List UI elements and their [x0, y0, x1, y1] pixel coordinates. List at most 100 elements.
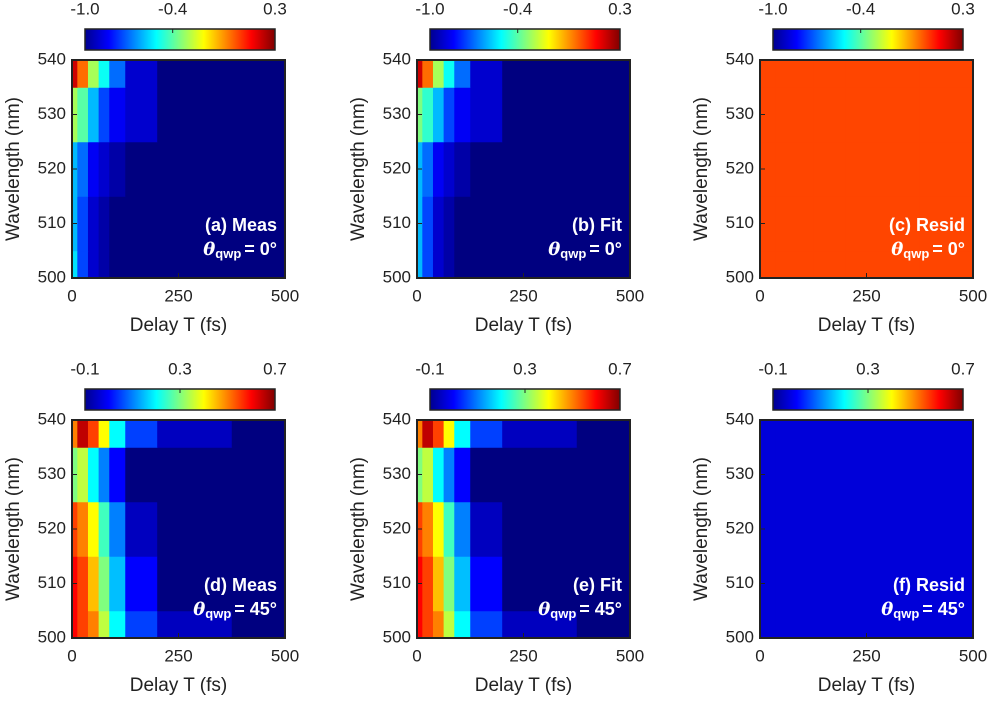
heat-cell: [231, 420, 286, 448]
colorbar: [772, 28, 964, 51]
heat-cell: [109, 60, 126, 88]
heat-cell: [432, 250, 445, 279]
heat-cell: [813, 250, 846, 279]
heat-cell: [786, 87, 798, 143]
theta-annotation: θqwp = 45°: [881, 599, 965, 622]
heat-cell: [109, 87, 126, 143]
colorbar-tick-label: 0.3: [856, 359, 880, 378]
heat-cell: [125, 141, 158, 197]
y-tick-label: 540: [726, 409, 754, 428]
theta-subscript: qwp: [215, 246, 241, 261]
y-tick-label: 510: [726, 213, 754, 232]
y-tick-label: 500: [383, 267, 411, 286]
heat-cell: [813, 87, 846, 143]
x-axis-label: Delay T (fs): [130, 315, 228, 336]
y-tick-label: 500: [726, 627, 754, 646]
heat-cell: [231, 447, 286, 503]
y-tick-label: 510: [383, 213, 411, 232]
heat-cell: [443, 501, 455, 557]
x-tick-label: 500: [959, 286, 987, 305]
theta-text: = 45°: [234, 599, 277, 619]
heat-cell: [797, 250, 814, 279]
y-axis-label: Wavelength (nm): [348, 97, 369, 241]
heat-cell: [502, 196, 578, 252]
x-tick-label: 250: [164, 286, 192, 305]
theta-subscript: qwp: [550, 606, 576, 621]
panel-annotation: (f) Resid: [893, 575, 965, 595]
heat-cell: [157, 141, 233, 197]
heat-cell: [422, 141, 434, 197]
heat-cell: [417, 60, 423, 88]
theta-text: = 0°: [932, 239, 965, 259]
x-tick-label: 500: [271, 646, 299, 665]
x-tick-label: 250: [164, 646, 192, 665]
heat-cell: [919, 501, 974, 557]
heat-cell: [109, 250, 126, 279]
heat-cell: [845, 250, 921, 279]
heat-cell: [87, 196, 100, 252]
heat-cell: [125, 501, 158, 557]
heat-cell: [417, 250, 423, 279]
heat-cell: [813, 420, 846, 448]
colorbar-tick-label: -0.1: [415, 359, 444, 378]
theta-subscript: qwp: [205, 606, 231, 621]
y-tick-label: 510: [726, 573, 754, 592]
heat-cell: [797, 447, 814, 503]
panel-annotation: (e) Fit: [573, 575, 622, 595]
heat-cell: [454, 250, 471, 279]
heat-cell: [422, 610, 434, 639]
heat-cell: [157, 420, 233, 448]
heat-cell: [443, 60, 455, 88]
heat-cell: [109, 420, 126, 448]
heat-cell: [454, 141, 471, 197]
theta-text: = 0°: [589, 239, 622, 259]
heat-cell: [87, 87, 100, 143]
heat-cell: [765, 141, 777, 197]
heat-cell: [77, 501, 89, 557]
heat-cell: [454, 610, 471, 639]
heat-cell: [470, 141, 503, 197]
heat-cell: [576, 447, 631, 503]
heat-cell: [443, 196, 455, 252]
heat-cell: [797, 556, 814, 612]
colorbar-tick-label: 0.7: [951, 359, 975, 378]
theta-subscript: qwp: [560, 246, 586, 261]
heat-cell: [443, 250, 455, 279]
heat-cell: [576, 556, 631, 612]
heat-cell: [432, 196, 445, 252]
heat-cell: [813, 610, 846, 639]
heat-cell: [797, 610, 814, 639]
heat-cell: [845, 556, 921, 612]
heat-cell: [157, 250, 233, 279]
x-tick-label: 0: [755, 286, 764, 305]
x-tick-label: 0: [412, 646, 421, 665]
heat-cell: [98, 501, 110, 557]
heat-cell: [432, 420, 445, 448]
heat-cell: [87, 141, 100, 197]
heat-cell: [470, 87, 503, 143]
heat-cell: [231, 556, 286, 612]
heat-cell: [454, 501, 471, 557]
heat-cell: [919, 447, 974, 503]
heat-cell: [813, 196, 846, 252]
heat-cell: [775, 60, 788, 88]
heat-cell: [576, 87, 631, 143]
heat-cell: [470, 196, 503, 252]
heat-cell: [786, 60, 798, 88]
theta-subscript: qwp: [893, 606, 919, 621]
heat-cell: [231, 60, 286, 88]
heat-cell: [443, 141, 455, 197]
heat-cell: [765, 87, 777, 143]
colorbar-tick-label: -1.0: [415, 0, 444, 18]
colorbar-tick-label: -0.4: [846, 0, 875, 18]
heat-cell: [919, 250, 974, 279]
heat-cell: [813, 141, 846, 197]
heat-cell: [422, 501, 434, 557]
theta-text: = 45°: [579, 599, 622, 619]
heat-cell: [502, 556, 578, 612]
heat-cell: [786, 196, 798, 252]
heat-cell: [786, 501, 798, 557]
heat-cell: [77, 196, 89, 252]
colorbar-tick-label: -1.0: [758, 0, 787, 18]
colorbar: [429, 28, 621, 51]
